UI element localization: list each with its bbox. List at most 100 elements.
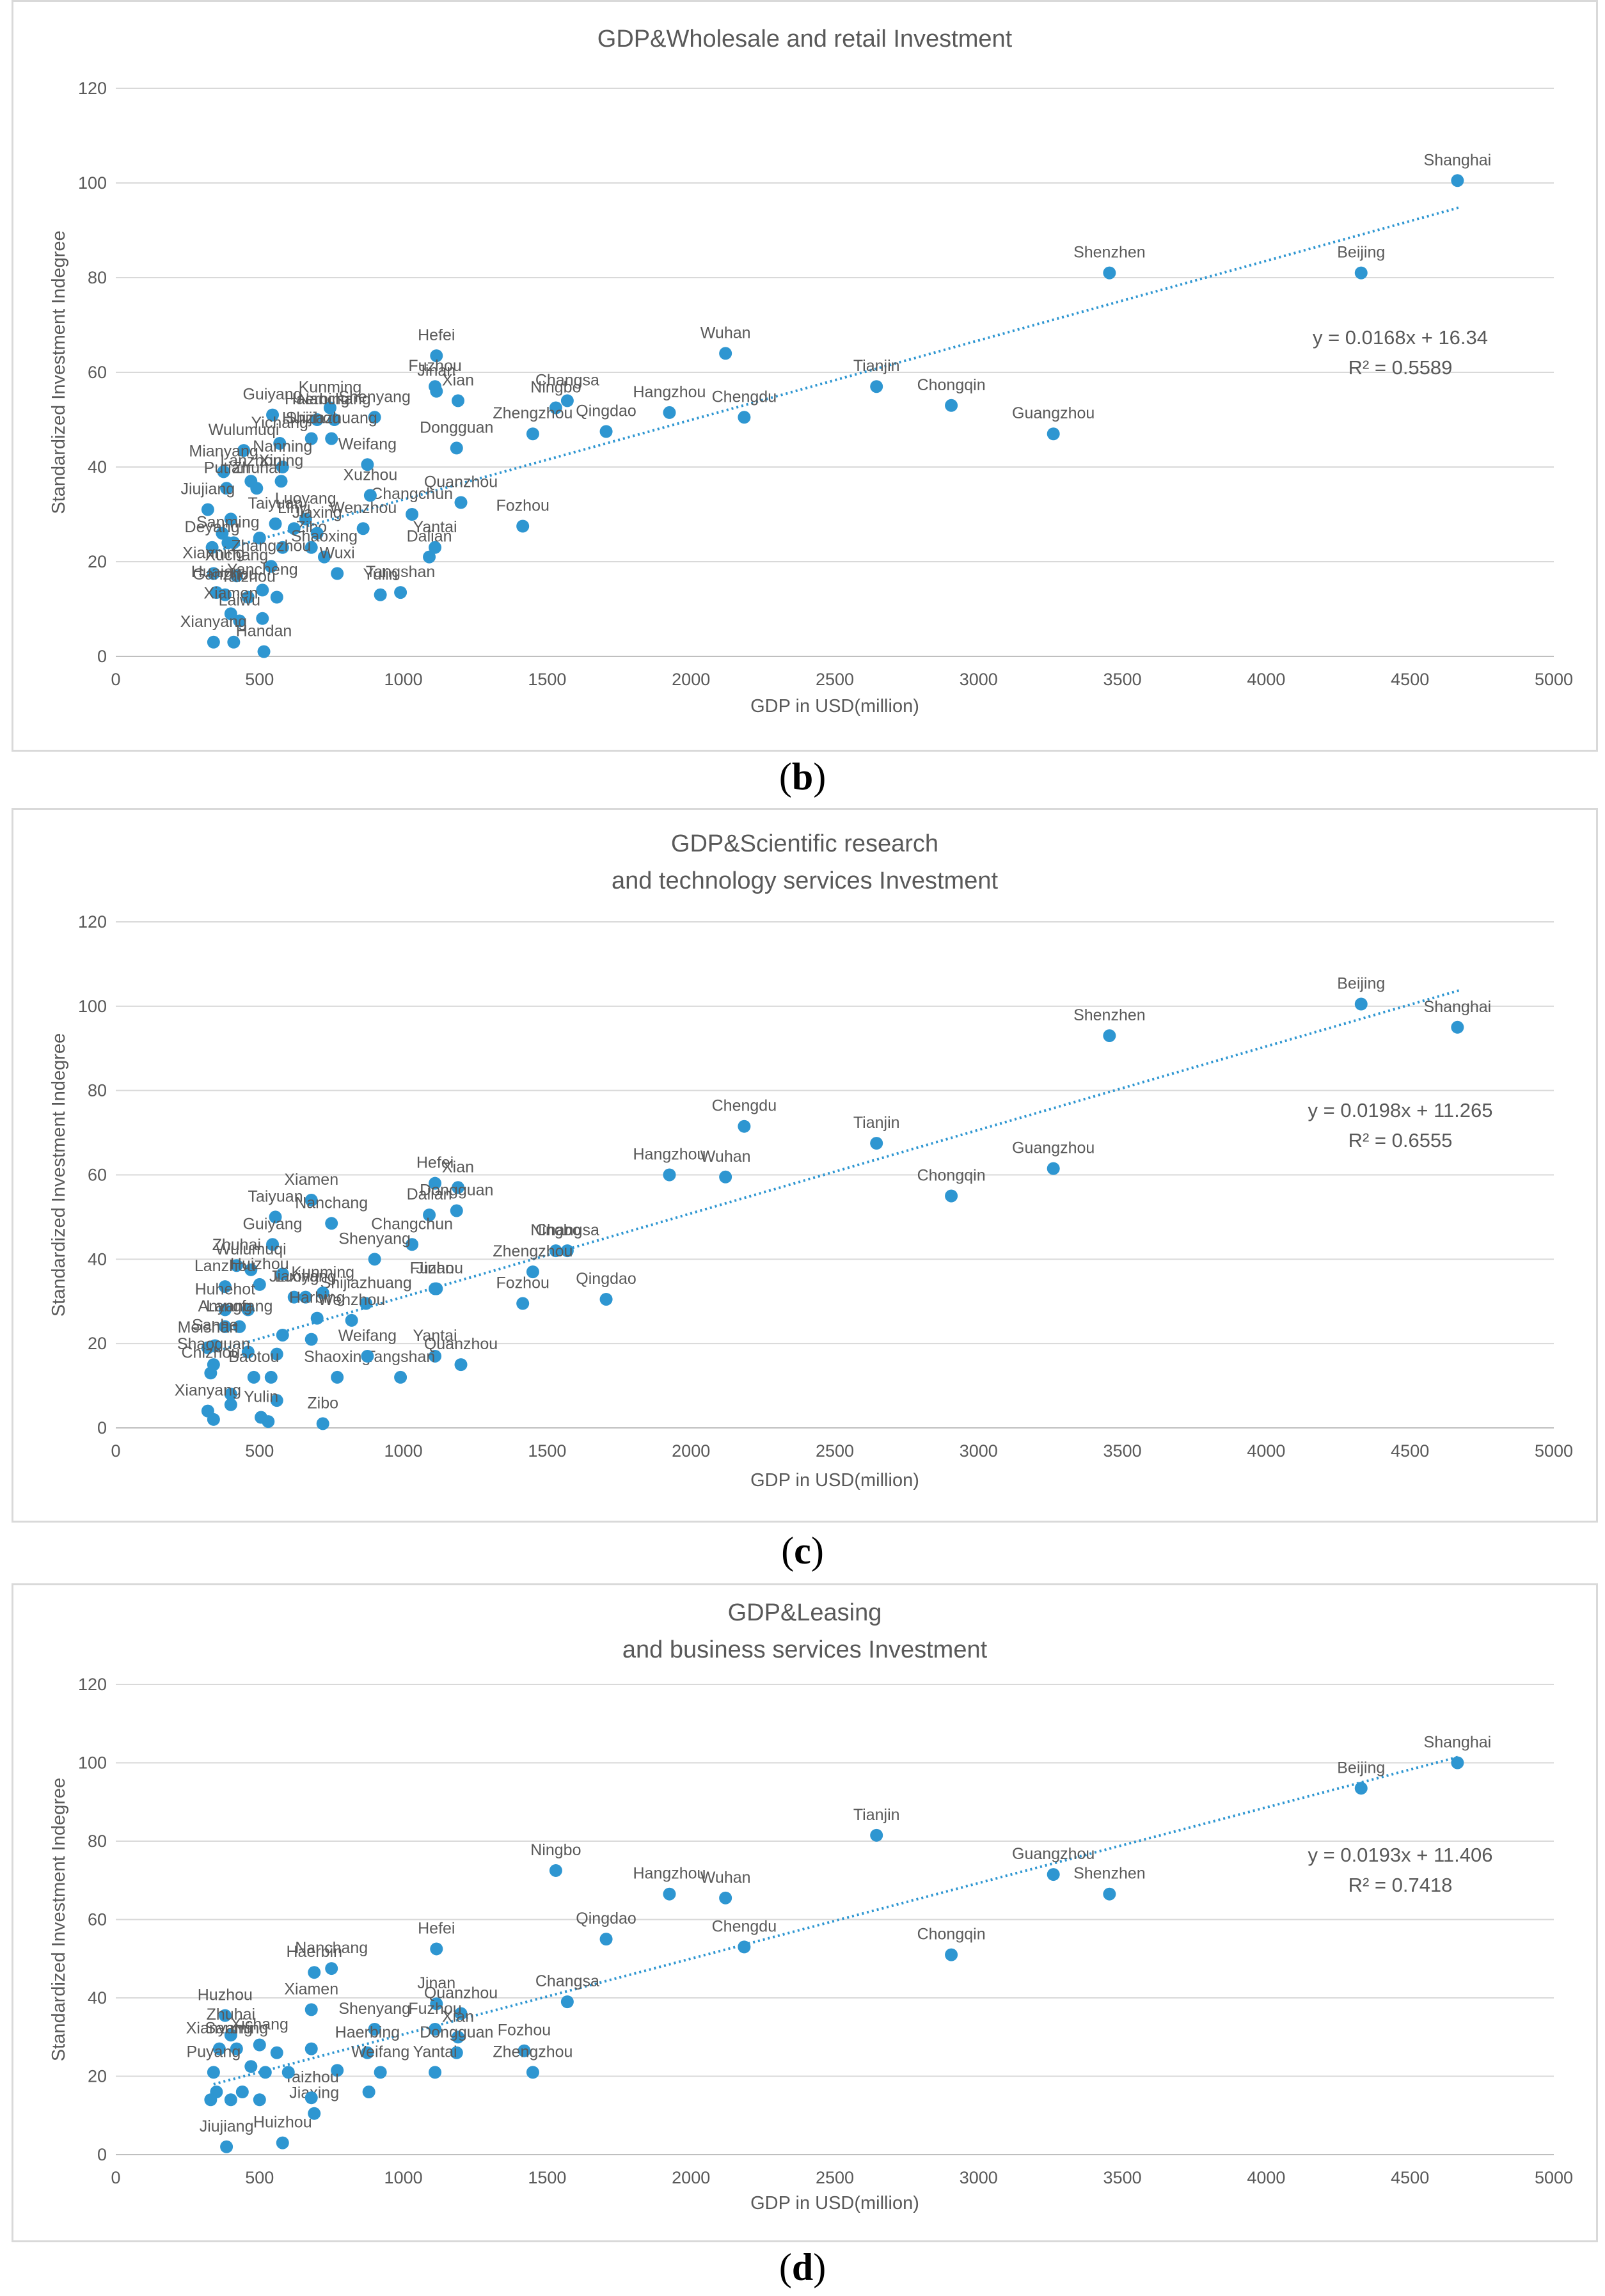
point-label: Shaoxing bbox=[291, 528, 358, 546]
point-label: Huizhou bbox=[253, 2114, 312, 2132]
point-label: Shijiazhuang bbox=[320, 1274, 412, 1292]
data-point bbox=[235, 2086, 249, 2098]
data-point bbox=[738, 411, 751, 424]
data-point bbox=[310, 413, 324, 426]
y-tick-label: 20 bbox=[88, 2067, 107, 2086]
data-point bbox=[945, 1189, 958, 1203]
point-label: Lanzhou bbox=[220, 452, 281, 470]
scatter-chart-c: 0 20 40 60 80 100 120 0 500 1000 1500 2000 2500 3000 3… bbox=[49, 830, 1573, 1491]
point-label: Chengdu bbox=[712, 388, 777, 406]
data-point bbox=[270, 2046, 283, 2059]
data-point bbox=[454, 496, 468, 509]
x-tick-label: 4500 bbox=[1391, 670, 1429, 689]
point-label: Dalian bbox=[407, 1185, 452, 1203]
data-point bbox=[204, 2093, 217, 2107]
data-point bbox=[304, 2091, 318, 2105]
point-label: Fuzhou bbox=[408, 357, 461, 375]
x-tick-label: 5000 bbox=[1535, 670, 1573, 689]
data-point bbox=[247, 1370, 260, 1384]
data-point bbox=[276, 461, 289, 473]
data-point bbox=[218, 1320, 232, 1333]
data-point bbox=[454, 1358, 468, 1372]
data-point bbox=[1451, 174, 1464, 187]
point-label: Guangzhou bbox=[1012, 1139, 1095, 1157]
point-label: Changchun bbox=[371, 1215, 453, 1233]
data-point bbox=[599, 1292, 613, 1306]
point-label: Xiamen bbox=[284, 1980, 338, 1998]
point-label: Puyang bbox=[186, 2043, 241, 2061]
trend-equation: y = 0.0168x + 16.34 bbox=[1313, 326, 1488, 349]
data-point bbox=[212, 2042, 226, 2055]
x-tick-label: 500 bbox=[245, 2168, 274, 2187]
point-label: Guangzhou bbox=[1012, 1845, 1095, 1863]
point-label: Weifang bbox=[351, 2043, 409, 2061]
point-label: Guiyang bbox=[242, 1215, 302, 1233]
data-point bbox=[207, 567, 220, 580]
y-tick-label: 100 bbox=[78, 997, 107, 1016]
point-label: Yichang bbox=[251, 414, 308, 432]
data-point bbox=[227, 635, 241, 649]
data-point bbox=[299, 1290, 312, 1304]
data-point bbox=[218, 2009, 232, 2022]
point-label: Ningbo bbox=[530, 1841, 581, 1859]
point-label: Changsa bbox=[535, 1221, 599, 1239]
x-tick-label: 2500 bbox=[816, 1441, 854, 1461]
point-label: Qingdao bbox=[576, 1910, 636, 1928]
x-tick-label: 1500 bbox=[528, 670, 566, 689]
point-label: Yantai bbox=[413, 518, 457, 536]
point-label: Quanzhou bbox=[424, 1335, 498, 1353]
scatter-chart-d: 0 20 40 60 80 100 120 0 500 1000 1500 2000 2500 3000 3… bbox=[49, 1599, 1573, 2213]
x-axis-label: GDP in USD(million) bbox=[750, 1470, 919, 1491]
data-point bbox=[368, 1253, 381, 1266]
trend-equation: y = 0.0193x + 11.406 bbox=[1308, 1844, 1493, 1866]
x-tick-label: 1000 bbox=[384, 670, 423, 689]
data-point bbox=[218, 1303, 232, 1317]
point-label: Yulin bbox=[244, 1388, 278, 1406]
x-tick-label: 1500 bbox=[528, 1441, 566, 1461]
point-label: Taizhou bbox=[221, 568, 276, 586]
point-label: Huzhou bbox=[198, 1986, 253, 2004]
point-label: Zhangzhou bbox=[231, 537, 311, 555]
chart-title: GDP&Leasing bbox=[728, 1599, 882, 1626]
point-label: Chengdu bbox=[712, 1917, 777, 1935]
data-point bbox=[253, 2093, 266, 2107]
point-label: Jiaxing bbox=[292, 504, 342, 522]
data-point bbox=[230, 1259, 243, 1272]
y-tick-label: 40 bbox=[88, 1988, 107, 2007]
point-label: Wuxi bbox=[320, 544, 355, 562]
scatter-chart-b: 0 20 40 60 80 100 120 0 500 1000 1500 2000 2500 3000 3… bbox=[49, 26, 1573, 717]
y-axis-label: Standardized Investment Indegree bbox=[49, 1033, 69, 1317]
trend-r-squared: R² = 0.5589 bbox=[1348, 356, 1453, 379]
data-point bbox=[516, 1297, 530, 1310]
y-tick-label: 60 bbox=[88, 1166, 107, 1185]
data-point bbox=[360, 1297, 373, 1310]
point-label: Wenzhou bbox=[318, 1291, 385, 1309]
point-label: Guiyang bbox=[242, 386, 302, 404]
data-point bbox=[287, 1290, 301, 1304]
y-tick-label: 120 bbox=[78, 1675, 107, 1694]
data-point bbox=[264, 560, 278, 573]
point-label: Changchun bbox=[371, 485, 453, 503]
data-point bbox=[450, 2046, 463, 2059]
data-point bbox=[1354, 997, 1368, 1011]
point-label: Quanzhou bbox=[424, 473, 498, 491]
data-point bbox=[276, 541, 289, 554]
point-label: Chongqin bbox=[917, 1166, 986, 1184]
data-point bbox=[205, 541, 219, 554]
data-point bbox=[361, 2046, 374, 2059]
x-tick-label: 3500 bbox=[1103, 2168, 1142, 2187]
data-point bbox=[227, 536, 241, 550]
point-label: Tangshan bbox=[366, 563, 435, 581]
point-label: Guangzhou bbox=[1012, 404, 1095, 422]
data-point bbox=[250, 482, 264, 495]
point-label: Shanghai bbox=[1424, 1734, 1492, 1752]
point-label: Taiyuan bbox=[248, 1187, 303, 1205]
x-tick-label: 500 bbox=[245, 670, 274, 689]
x-tick-label: 2000 bbox=[672, 670, 710, 689]
data-point bbox=[304, 1194, 318, 1207]
data-point bbox=[361, 1349, 374, 1363]
data-point bbox=[1451, 1020, 1464, 1034]
data-point bbox=[266, 408, 280, 422]
trend-r-squared: R² = 0.7418 bbox=[1348, 1874, 1453, 1896]
data-point bbox=[274, 475, 288, 488]
